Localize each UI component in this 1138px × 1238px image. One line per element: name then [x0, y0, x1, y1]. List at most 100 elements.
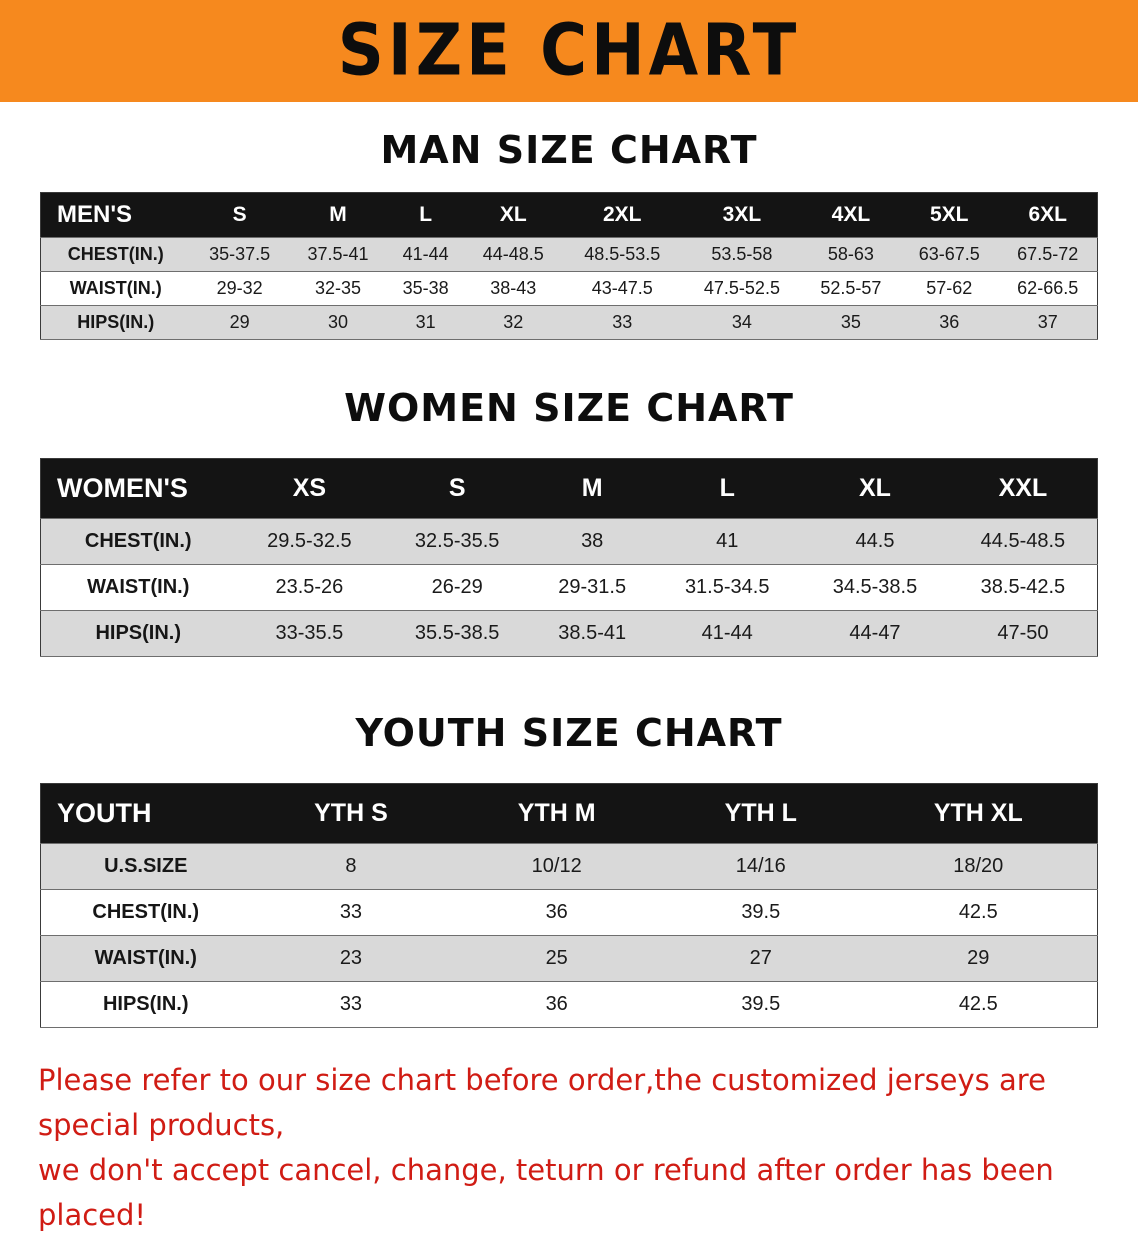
measurement-row: WAIST(IN.) 23 25 27 29 — [40, 935, 1098, 982]
measurement-row: WAIST(IN.) 23.5-26 26-29 29-31.5 31.5-34.5 34… — [40, 564, 1098, 611]
measurement-row: HIPS(IN.) 33 36 39.5 42.5 — [40, 981, 1098, 1028]
measurement-row: CHEST(IN.) 35-37.5 37.5-41 41-44 44-48.5 48.5… — [40, 237, 1098, 272]
size-column-header: S — [190, 192, 289, 238]
measurement-value: 34 — [731, 312, 752, 332]
size-header-row: YOUTH YTH S YTH M YTH L YTH XL — [40, 783, 1098, 844]
measurement-value: 35-37.5 — [209, 244, 271, 264]
measurement-value: 8 — [345, 855, 357, 877]
measurement-value: 33-35.5 — [275, 622, 344, 644]
measurement-value: 62-66.5 — [1017, 278, 1079, 298]
size-header-row: MEN'S S M L XL 2XL 3XL 4XL 5XL 6XL — [40, 192, 1098, 238]
measurement-value: 44-47 — [849, 622, 901, 644]
measurement-value: 36 — [545, 993, 568, 1015]
measurement-value: 37 — [1037, 312, 1058, 332]
size-column-header: 4XL — [801, 192, 901, 238]
measurement-value: 23 — [339, 947, 363, 969]
measurement-value: 47.5-52.5 — [703, 278, 780, 298]
measurement-label: HIPS(IN.) — [102, 993, 189, 1015]
measurement-row: HIPS(IN.) 29 30 31 32 33 34 35 36 37 — [40, 305, 1098, 340]
size-column-header: 6XL — [998, 192, 1098, 238]
measurement-value: 57-62 — [926, 278, 973, 298]
women-section-heading: WOMEN SIZE CHART — [344, 386, 794, 430]
measurement-value: 29 — [967, 947, 990, 969]
measurement-value: 35-38 — [402, 278, 449, 298]
measurement-value: 30 — [327, 312, 348, 332]
size-column-header: 3XL — [682, 192, 802, 238]
measurement-label: WAIST(IN.) — [69, 278, 162, 298]
size-column-header: YTH XL — [859, 783, 1098, 844]
size-column-header: XXL — [948, 458, 1098, 519]
measurement-value: 41-44 — [402, 244, 449, 264]
measurement-value: 33 — [339, 993, 363, 1015]
measurement-row: HIPS(IN.) 33-35.5 35.5-38.5 38.5-41 41-44 44-… — [40, 610, 1098, 657]
measurement-row: CHEST(IN.) 29.5-32.5 32.5-35.5 38 41 44.5 44.5… — [40, 518, 1098, 565]
table-group-label: WOMEN'S — [40, 458, 236, 519]
size-column-header: L — [653, 458, 802, 519]
measurement-value: 14/16 — [735, 855, 786, 877]
measurement-value: 26-29 — [431, 576, 483, 598]
measurement-label: HIPS(IN.) — [95, 622, 182, 644]
size-column-header: XL — [801, 458, 949, 519]
measurement-row: U.S.SIZE 8 10/12 14/16 18/20 — [40, 843, 1098, 890]
page-title: SIZE CHART — [337, 9, 801, 93]
size-column-header: YTH L — [662, 783, 860, 844]
men-size-table: MEN'S S M L XL 2XL 3XL 4XL 5XL 6XL CHEST(IN.) 35-37… — [40, 192, 1098, 340]
measurement-value: 38.5-42.5 — [980, 576, 1066, 598]
measurement-value: 29-32 — [216, 278, 263, 298]
measurement-value: 38.5-41 — [558, 622, 627, 644]
measurement-value: 34.5-38.5 — [832, 576, 918, 598]
measurement-value: 47-50 — [997, 622, 1049, 644]
youth-size-table: YOUTH YTH S YTH M YTH L YTH XL U.S.SIZE 8 10/12… — [40, 783, 1098, 1028]
measurement-value: 41 — [716, 530, 739, 552]
men-size-chart-section: MAN SIZE CHART MEN'S S M L XL 2XL 3XL 4XL 5XL 6XL… — [0, 128, 1138, 340]
size-chart-body: MAN SIZE CHART MEN'S S M L XL 2XL 3XL 4XL 5XL 6XL… — [0, 128, 1138, 1238]
measurement-value: 37.5-41 — [307, 244, 369, 264]
size-column-header: XS — [235, 458, 384, 519]
size-header-row: WOMEN'S XS S M L XL XXL — [40, 458, 1098, 519]
measurement-value: 63-67.5 — [918, 244, 980, 264]
measurement-value: 39.5 — [741, 993, 781, 1015]
measurement-value: 44.5-48.5 — [980, 530, 1066, 552]
measurement-label: U.S.SIZE — [104, 855, 188, 877]
measurement-value: 35 — [840, 312, 861, 332]
measurement-value: 44.5 — [855, 530, 895, 552]
measurement-label: HIPS(IN.) — [77, 312, 155, 332]
youth-section-heading: YOUTH SIZE CHART — [355, 711, 783, 755]
table-group-label: YOUTH — [40, 783, 251, 844]
measurement-value: 39.5 — [741, 901, 781, 923]
measurement-value: 32 — [503, 312, 524, 332]
size-chart-banner: SIZE CHART — [0, 0, 1138, 102]
measurement-value: 27 — [749, 947, 772, 969]
measurement-value: 29-31.5 — [558, 576, 627, 598]
measurement-value: 10/12 — [531, 855, 582, 877]
measurement-label: WAIST(IN.) — [87, 576, 190, 598]
size-column-header: 2XL — [562, 192, 683, 238]
measurement-row: CHEST(IN.) 33 36 39.5 42.5 — [40, 889, 1098, 936]
measurement-value: 58-63 — [827, 244, 874, 264]
measurement-value: 43-47.5 — [591, 278, 653, 298]
measurement-value: 42.5 — [958, 993, 998, 1015]
measurement-value: 25 — [545, 947, 568, 969]
measurement-value: 44-48.5 — [482, 244, 544, 264]
size-column-header: YTH S — [250, 783, 452, 844]
size-column-header: 5XL — [900, 192, 999, 238]
disclaimer-note: Please refer to our size chart before or… — [38, 1058, 1114, 1238]
measurement-value: 31.5-34.5 — [684, 576, 770, 598]
measurement-value: 29.5-32.5 — [267, 530, 352, 552]
measurement-value: 52.5-57 — [820, 278, 882, 298]
women-size-table: WOMEN'S XS S M L XL XXL CHEST(IN.) 29.5-32.5 32.5… — [40, 458, 1098, 657]
measurement-value: 32-35 — [314, 278, 362, 298]
men-section-heading: MAN SIZE CHART — [380, 128, 758, 172]
youth-size-chart-section: YOUTH SIZE CHART YOUTH YTH S YTH M YTH L YTH… — [0, 711, 1138, 1028]
table-group-label: MEN'S — [40, 192, 191, 238]
measurement-value: 38-43 — [490, 278, 537, 298]
size-column-header: M — [288, 192, 388, 238]
measurement-value: 67.5-72 — [1017, 244, 1079, 264]
measurement-value: 38 — [581, 530, 604, 552]
measurement-row: WAIST(IN.) 29-32 32-35 35-38 38-43 43-47.5 47.… — [40, 271, 1098, 306]
measurement-value: 36 — [939, 312, 960, 332]
measurement-label: CHEST(IN.) — [92, 901, 200, 923]
measurement-value: 36 — [545, 901, 568, 923]
measurement-value: 33 — [612, 312, 633, 332]
measurement-value: 29 — [229, 312, 250, 332]
